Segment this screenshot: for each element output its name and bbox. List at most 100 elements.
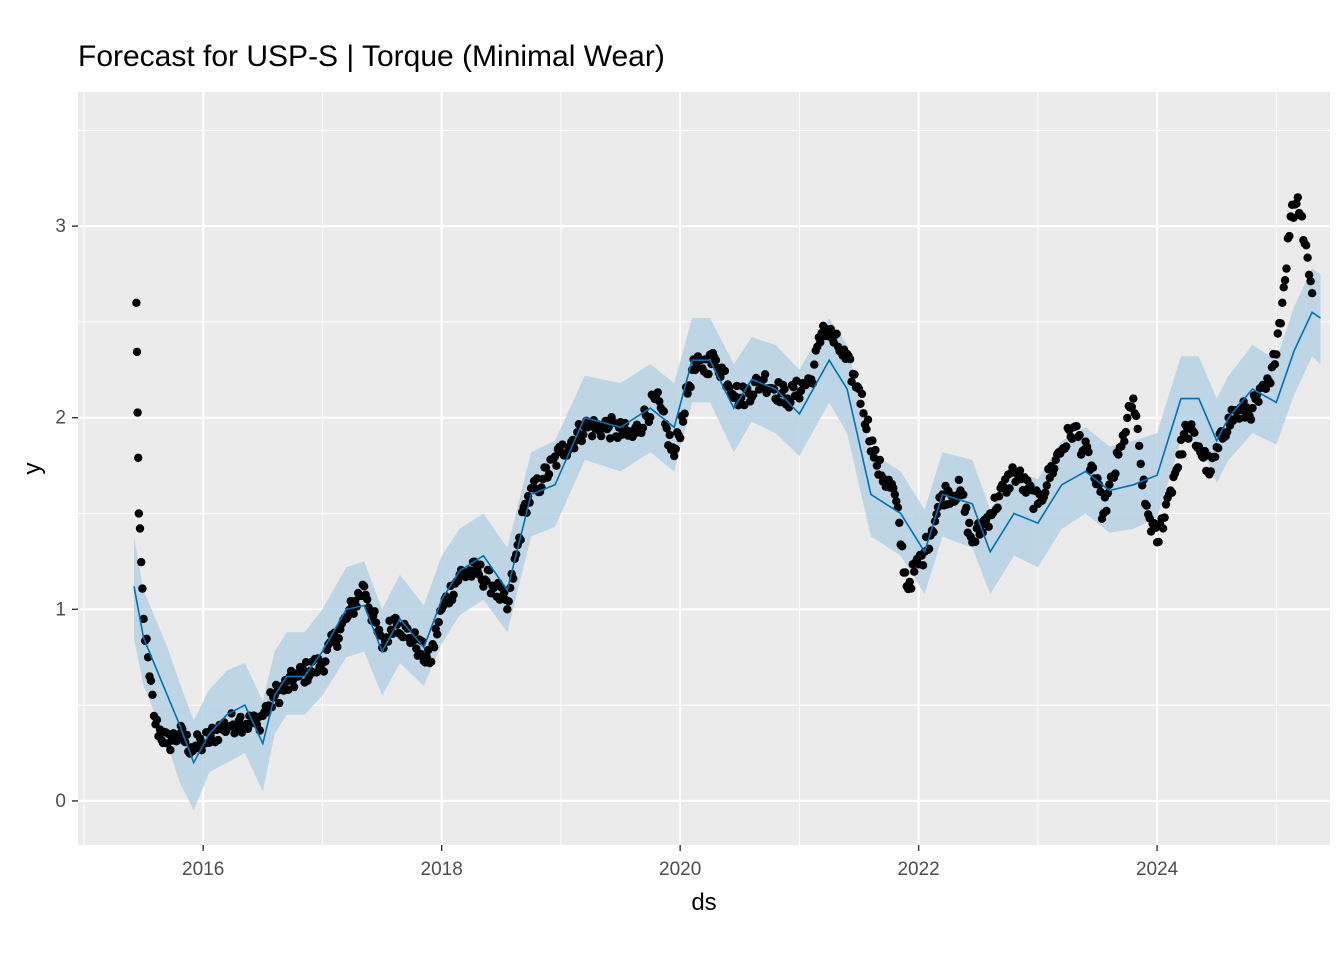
observed-point (761, 370, 769, 378)
observed-point (147, 677, 155, 685)
x-axis-title: ds (691, 889, 716, 916)
observed-point (810, 360, 818, 368)
observed-point (871, 446, 879, 454)
observed-point (1135, 442, 1143, 450)
observed-point (1298, 212, 1306, 220)
observed-point (299, 665, 307, 673)
observed-point (135, 509, 143, 517)
y-tick-label: 3 (55, 216, 66, 237)
y-tick-label: 2 (55, 408, 66, 429)
x-tick-label: 2018 (421, 859, 463, 880)
observed-point (856, 400, 864, 408)
observed-point (868, 436, 876, 444)
observed-point (646, 413, 654, 421)
observed-point (1005, 484, 1013, 492)
observed-point (1211, 453, 1219, 461)
observed-point (795, 394, 803, 402)
observed-point (552, 462, 560, 470)
observed-point (1294, 193, 1302, 201)
observed-point (639, 424, 647, 432)
observed-point (435, 618, 443, 626)
observed-point (430, 643, 438, 651)
observed-point (275, 699, 283, 707)
observed-point (1281, 276, 1289, 284)
observed-point (1184, 435, 1192, 443)
observed-point (712, 356, 720, 364)
observed-point (1271, 360, 1279, 368)
observed-point (891, 490, 899, 498)
observed-point (721, 367, 729, 375)
observed-point (686, 383, 694, 391)
observed-point (1041, 488, 1049, 496)
observed-point (1248, 404, 1256, 412)
observed-point (895, 519, 903, 527)
observed-point (148, 691, 156, 699)
observed-point (138, 584, 146, 592)
observed-point (1247, 415, 1255, 423)
observed-point (862, 425, 870, 433)
observed-point (1306, 277, 1314, 285)
observed-point (919, 561, 927, 569)
observed-point (1132, 412, 1140, 420)
observed-point (1174, 463, 1182, 471)
observed-point (1274, 329, 1282, 337)
observed-point (1111, 469, 1119, 477)
observed-point (505, 597, 513, 605)
observed-point (672, 445, 680, 453)
observed-point (1303, 254, 1311, 262)
observed-point (433, 630, 441, 638)
observed-point (676, 434, 684, 442)
observed-point (1129, 394, 1137, 402)
x-tick-label: 2022 (897, 859, 939, 880)
observed-point (876, 456, 884, 464)
observed-point (955, 476, 963, 484)
observed-point (136, 524, 144, 532)
observed-point (1089, 464, 1097, 472)
observed-point (427, 658, 435, 666)
x-tick-label: 2020 (659, 859, 701, 880)
observed-point (833, 330, 841, 338)
observed-point (1072, 422, 1080, 430)
observed-point (965, 519, 973, 527)
observed-point (1102, 507, 1110, 515)
observed-point (1120, 437, 1128, 445)
observed-point (680, 410, 688, 418)
observed-point (1266, 379, 1274, 387)
observed-point (449, 591, 457, 599)
observed-point (1285, 232, 1293, 240)
observed-point (1214, 444, 1222, 452)
observed-point (1159, 524, 1167, 532)
observed-point (1254, 398, 1262, 406)
observed-point (137, 558, 145, 566)
observed-point (588, 432, 596, 440)
observed-point (335, 634, 343, 642)
observed-point (1114, 450, 1122, 458)
observed-point (660, 407, 668, 415)
observed-point (670, 452, 678, 460)
observed-point (1062, 442, 1070, 450)
observed-point (1278, 299, 1286, 307)
observed-point (1277, 319, 1285, 327)
observed-point (350, 610, 358, 618)
observed-point (1154, 538, 1162, 546)
observed-point (1137, 460, 1145, 468)
observed-point (901, 568, 909, 576)
observed-point (1190, 429, 1198, 437)
observed-point (995, 492, 1003, 500)
observed-point (985, 523, 993, 531)
observed-point (704, 370, 712, 378)
observed-point (679, 418, 687, 426)
observed-point (320, 667, 328, 675)
observed-point (780, 385, 788, 393)
observed-point (545, 470, 553, 478)
observed-point (132, 299, 140, 307)
observed-point (372, 618, 380, 626)
observed-point (971, 538, 979, 546)
observed-point (321, 657, 329, 665)
observed-point (370, 607, 378, 615)
observed-point (579, 430, 587, 438)
observed-point (1272, 350, 1280, 358)
observed-point (214, 736, 222, 744)
observed-point (846, 355, 854, 363)
observed-point (166, 746, 174, 754)
